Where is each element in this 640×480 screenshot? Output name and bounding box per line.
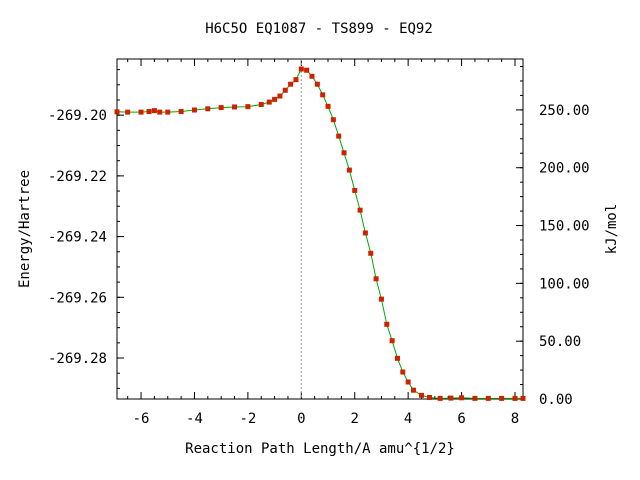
data-point [298, 66, 304, 72]
x-axis: -6 -4 -2 0 2 4 6 8 [127, 59, 519, 427]
y-axis-right: 0.00 50.00 100.00 150.00 200.00 250.00 [516, 66, 590, 408]
plot-frame [116, 58, 524, 400]
series-line [116, 68, 523, 399]
x-tick-label: -4 [186, 411, 203, 427]
data-point [125, 109, 131, 115]
data-point [459, 395, 465, 401]
data-point [373, 276, 379, 282]
data-point [157, 109, 163, 115]
data-point [352, 187, 358, 193]
data-point [357, 207, 363, 213]
x-axis-label: Reaction Path Length/A amu^{1/2} [185, 441, 455, 457]
y-axis-label: Energy/Hartree [17, 170, 33, 288]
y2-tick-label: 0.00 [539, 392, 573, 408]
y-axis-left: -269.20 -269.22 -269.24 -269.26 -269.28 [48, 69, 124, 389]
data-point [512, 395, 518, 401]
data-point [138, 109, 144, 115]
data-point [499, 395, 505, 401]
data-point [245, 104, 251, 110]
y2-tick-label: 150.00 [539, 219, 590, 235]
data-point [146, 109, 152, 115]
data-point [282, 87, 288, 93]
data-point [448, 395, 454, 401]
data-point [405, 379, 411, 385]
data-point [394, 355, 400, 361]
y-tick-label: -269.20 [48, 108, 107, 124]
x-tick-label: 8 [511, 411, 519, 427]
y-tick-label: -269.28 [48, 351, 107, 367]
y2-tick-label: 50.00 [539, 334, 581, 350]
y-tick-label: -269.24 [48, 230, 107, 246]
data-point [389, 338, 395, 344]
data-point [314, 81, 320, 87]
data-point [309, 73, 315, 79]
data-point [272, 96, 278, 102]
data-point [293, 77, 299, 83]
x-tick-label: 6 [457, 411, 465, 427]
x-tick-label: 4 [404, 411, 412, 427]
data-point [114, 109, 120, 115]
data-point [472, 395, 478, 401]
data-point [258, 102, 264, 108]
data-point [400, 369, 406, 375]
x-tick-label: 0 [297, 411, 305, 427]
chart-title: H6C5O EQ1087 - TS899 - EQ92 [205, 21, 433, 37]
data-point [191, 107, 197, 113]
data-point [218, 105, 224, 111]
data-point [330, 117, 336, 123]
data-point [232, 104, 238, 110]
data-point [384, 321, 390, 327]
data-point [178, 109, 184, 115]
data-point [419, 392, 424, 398]
data-point [277, 93, 283, 99]
data-point [437, 395, 443, 401]
data-point [520, 395, 526, 401]
y2-tick-label: 100.00 [539, 276, 590, 292]
y2-tick-label: 200.00 [539, 161, 590, 177]
x-tick-label: -2 [239, 411, 256, 427]
x-tick-label: -6 [133, 411, 150, 427]
data-point [368, 250, 374, 256]
data-point [325, 103, 331, 109]
data-point [151, 108, 157, 114]
data-point [266, 99, 272, 105]
data-point [346, 167, 352, 173]
y-tick-label: -269.22 [48, 169, 107, 185]
data-point [427, 394, 433, 400]
data-point [485, 395, 491, 401]
series-points [114, 66, 526, 401]
data-point [288, 81, 294, 87]
y2-axis-label: kJ/mol [604, 204, 620, 255]
data-point [341, 150, 347, 156]
y2-tick-label: 250.00 [539, 103, 590, 119]
data-point [336, 133, 342, 139]
data-point [320, 92, 326, 98]
data-point [304, 67, 310, 73]
y-tick-label: -269.26 [48, 290, 107, 306]
data-point [378, 296, 384, 302]
data-point [410, 387, 416, 393]
data-point [165, 109, 171, 115]
x-tick-label: 2 [351, 411, 359, 427]
data-point [362, 230, 368, 236]
data-point [205, 106, 211, 112]
